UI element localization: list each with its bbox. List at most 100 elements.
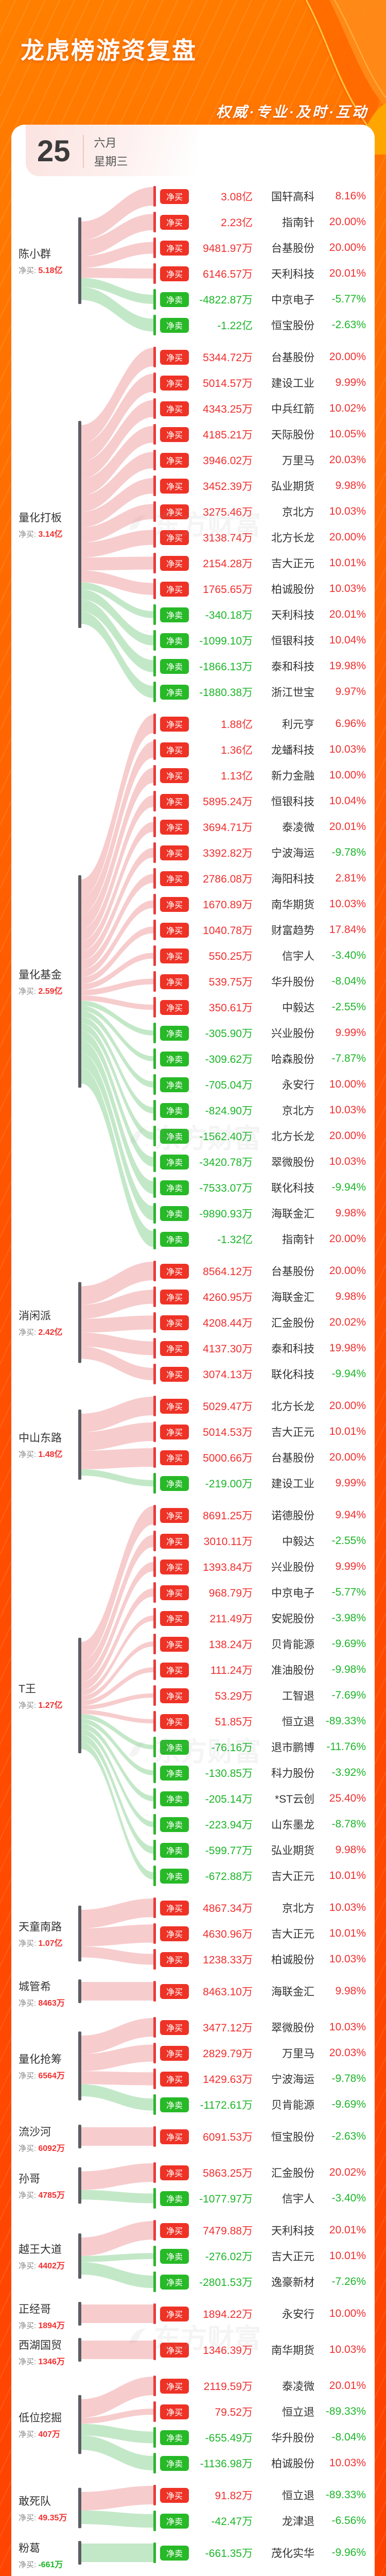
flow-ribbons <box>78 2160 153 2211</box>
trader-group: 流沙河 净买: 6092万 净买 6091.53万 恒宝股份 -2.63% <box>19 2124 367 2154</box>
stock-change-pct: 10.01% <box>329 557 366 569</box>
page-header: 龙虎榜游资复盘 权威·专业·及时·互动 <box>0 0 386 155</box>
trade-row: 净买 1.88亿 利元亨 6.96% <box>153 711 367 737</box>
trade-amount: 2786.08万 <box>203 873 253 885</box>
row-tick <box>153 2094 156 2115</box>
stock-change-pct: 20.00% <box>329 1233 366 1245</box>
trade-amount: -1099.10万 <box>199 635 253 647</box>
row-tick <box>153 315 156 335</box>
stock-name: 指南针 <box>282 217 314 229</box>
side-badge: 净买 <box>160 1450 189 1465</box>
trade-amount: -705.04万 <box>205 1079 253 1091</box>
stock-name: 翠微股份 <box>271 1157 314 1168</box>
row-tick <box>153 1814 156 1835</box>
trader-label: 越王大道 净买: 4402万 <box>19 2217 78 2295</box>
trader-label: 量化打板 净买: 3.14亿 <box>19 344 78 705</box>
trade-amount: -309.62万 <box>205 1054 253 1065</box>
trade-amount: 211.49万 <box>209 1613 253 1625</box>
stock-change-pct: 20.01% <box>329 2224 366 2236</box>
stock-name: 安妮股份 <box>271 1613 314 1625</box>
stock-change-pct: -3.40% <box>331 950 366 961</box>
trade-amount: 4137.30万 <box>203 1343 253 1355</box>
stock-change-pct: -9.98% <box>331 1664 366 1675</box>
trade-amount: 5014.53万 <box>203 1427 253 1438</box>
stock-change-pct: -7.87% <box>331 1053 366 1064</box>
side-badge: 净卖 <box>160 2274 189 2290</box>
trader-group: 正经哥 净买: 1894万 净买 1894.22万 永安行 10.00% <box>19 2301 367 2331</box>
stock-name: 京北方 <box>282 506 314 518</box>
trade-amount: 1040.78万 <box>203 925 253 937</box>
row-tick <box>153 1203 156 1224</box>
stock-change-pct: 9.99% <box>335 377 366 388</box>
trade-row: 净卖 -1880.38万 浙江世宝 9.97% <box>153 679 367 705</box>
trade-amount: -7533.07万 <box>199 1182 253 1194</box>
stock-name: 台基股份 <box>271 243 314 255</box>
trade-row: 净卖 -9890.93万 海联金汇 9.98% <box>153 1200 367 1226</box>
stock-name: 华升股份 <box>271 2432 314 2444</box>
stock-name: 贝肯能源 <box>271 1639 314 1651</box>
trader-label: 量化抢筹 净买: 6564万 <box>19 2014 78 2117</box>
stock-name: 柏诚股份 <box>271 1954 314 1966</box>
side-badge: 净卖 <box>160 1765 189 1781</box>
side-badge: 净卖 <box>160 1476 189 1491</box>
stock-change-pct: -7.26% <box>331 2276 366 2287</box>
trade-rows: 净买 4867.34万 京北方 10.03% 净买 4630.96万 吉大正元 10.01% 净… <box>153 1895 367 1972</box>
trade-row: 净买 8463.10万 海联金汇 9.98% <box>153 1978 367 2004</box>
trade-row: 净买 3392.82万 宁波海运 -9.78% <box>153 840 367 866</box>
content-card: 25 六月 星期三 陈小群 净买: 5.18亿 净买 3.08亿 国轩高科 8.16% 净买… <box>11 125 375 2576</box>
side-badge: 净买 <box>160 2129 189 2144</box>
trade-amount: 550.25万 <box>208 951 253 962</box>
row-tick <box>153 1261 156 1281</box>
trader-net: 净买: 4402万 <box>19 2262 65 2270</box>
stock-name: 宁波海运 <box>271 848 314 859</box>
trader-net: 净买: 6092万 <box>19 2144 65 2153</box>
stock-name: 台基股份 <box>271 1266 314 1278</box>
row-tick <box>153 579 156 599</box>
trade-amount: 7479.88万 <box>203 2225 253 2237</box>
stock-name: 吉大正元 <box>271 1427 314 1438</box>
trade-row: 净买 2154.28万 吉大正元 10.01% <box>153 550 367 576</box>
row-tick <box>153 2220 156 2241</box>
trade-amount: 4630.96万 <box>203 1928 253 1940</box>
stock-change-pct: -2.55% <box>331 1535 366 1547</box>
stock-change-pct: 10.03% <box>329 1104 366 1116</box>
stock-name: 茂化实华 <box>271 2548 314 2560</box>
trader-net: 净买: 6564万 <box>19 2072 65 2080</box>
row-tick <box>153 1659 156 1680</box>
trade-row: 净买 1040.78万 财富趋势 17.84% <box>153 917 367 943</box>
stock-change-pct: -89.33% <box>325 2489 366 2501</box>
trader-name: 城管希 <box>19 1981 51 1993</box>
stock-name: 泰凌微 <box>282 822 314 834</box>
stock-change-pct: 10.00% <box>329 2308 366 2319</box>
side-badge: 净卖 <box>160 1206 189 1221</box>
trade-amount: 2.23亿 <box>221 217 253 229</box>
stock-name: 天际股份 <box>271 429 314 441</box>
trader-group: 陈小群 净买: 5.18亿 净买 3.08亿 国轩高科 8.16% 净买 2.23亿 指南针 20… <box>19 183 367 338</box>
stock-name: 弘业期货 <box>271 1845 314 1857</box>
stock-name: 指南针 <box>282 1234 314 1246</box>
stock-name: 科力股份 <box>271 1768 314 1780</box>
trader-group: 量化打板 净买: 3.14亿 净买 5344.72万 台基股份 20.00% 净买 5014.… <box>19 344 367 705</box>
stock-name: 北方长龙 <box>271 532 314 544</box>
side-badge: 净卖 <box>160 1077 189 1092</box>
side-badge: 净卖 <box>160 1154 189 1170</box>
stock-change-pct: 20.00% <box>329 531 366 543</box>
trade-amount: -223.94万 <box>205 1819 253 1831</box>
trader-name: 正经哥 <box>19 2303 51 2315</box>
stock-change-pct: -5.77% <box>331 293 366 305</box>
trade-row: 净卖 -3420.78万 翠微股份 10.03% <box>153 1149 367 1175</box>
trade-row: 净买 5014.57万 建设工业 9.99% <box>153 370 367 396</box>
trade-amount: 1429.63万 <box>203 2074 253 2086</box>
row-tick <box>153 1100 156 1121</box>
stock-change-pct: 6.96% <box>335 718 366 730</box>
trade-row: 净买 6091.53万 恒宝股份 -2.63% <box>153 2124 367 2149</box>
side-badge: 净买 <box>160 349 189 365</box>
trade-amount: 5863.25万 <box>203 2167 253 2179</box>
side-badge: 净买 <box>160 1900 189 1916</box>
stock-change-pct: -2.63% <box>331 319 366 331</box>
trade-row: 净买 4137.30万 泰和科技 19.98% <box>153 1335 367 1361</box>
trade-amount: 2119.59万 <box>203 2381 253 2393</box>
stock-name: 恒宝股份 <box>271 2131 314 2143</box>
trade-amount: 8463.10万 <box>203 1986 253 1998</box>
trade-row: 净买 2829.79万 万里马 20.03% <box>153 2040 367 2066</box>
